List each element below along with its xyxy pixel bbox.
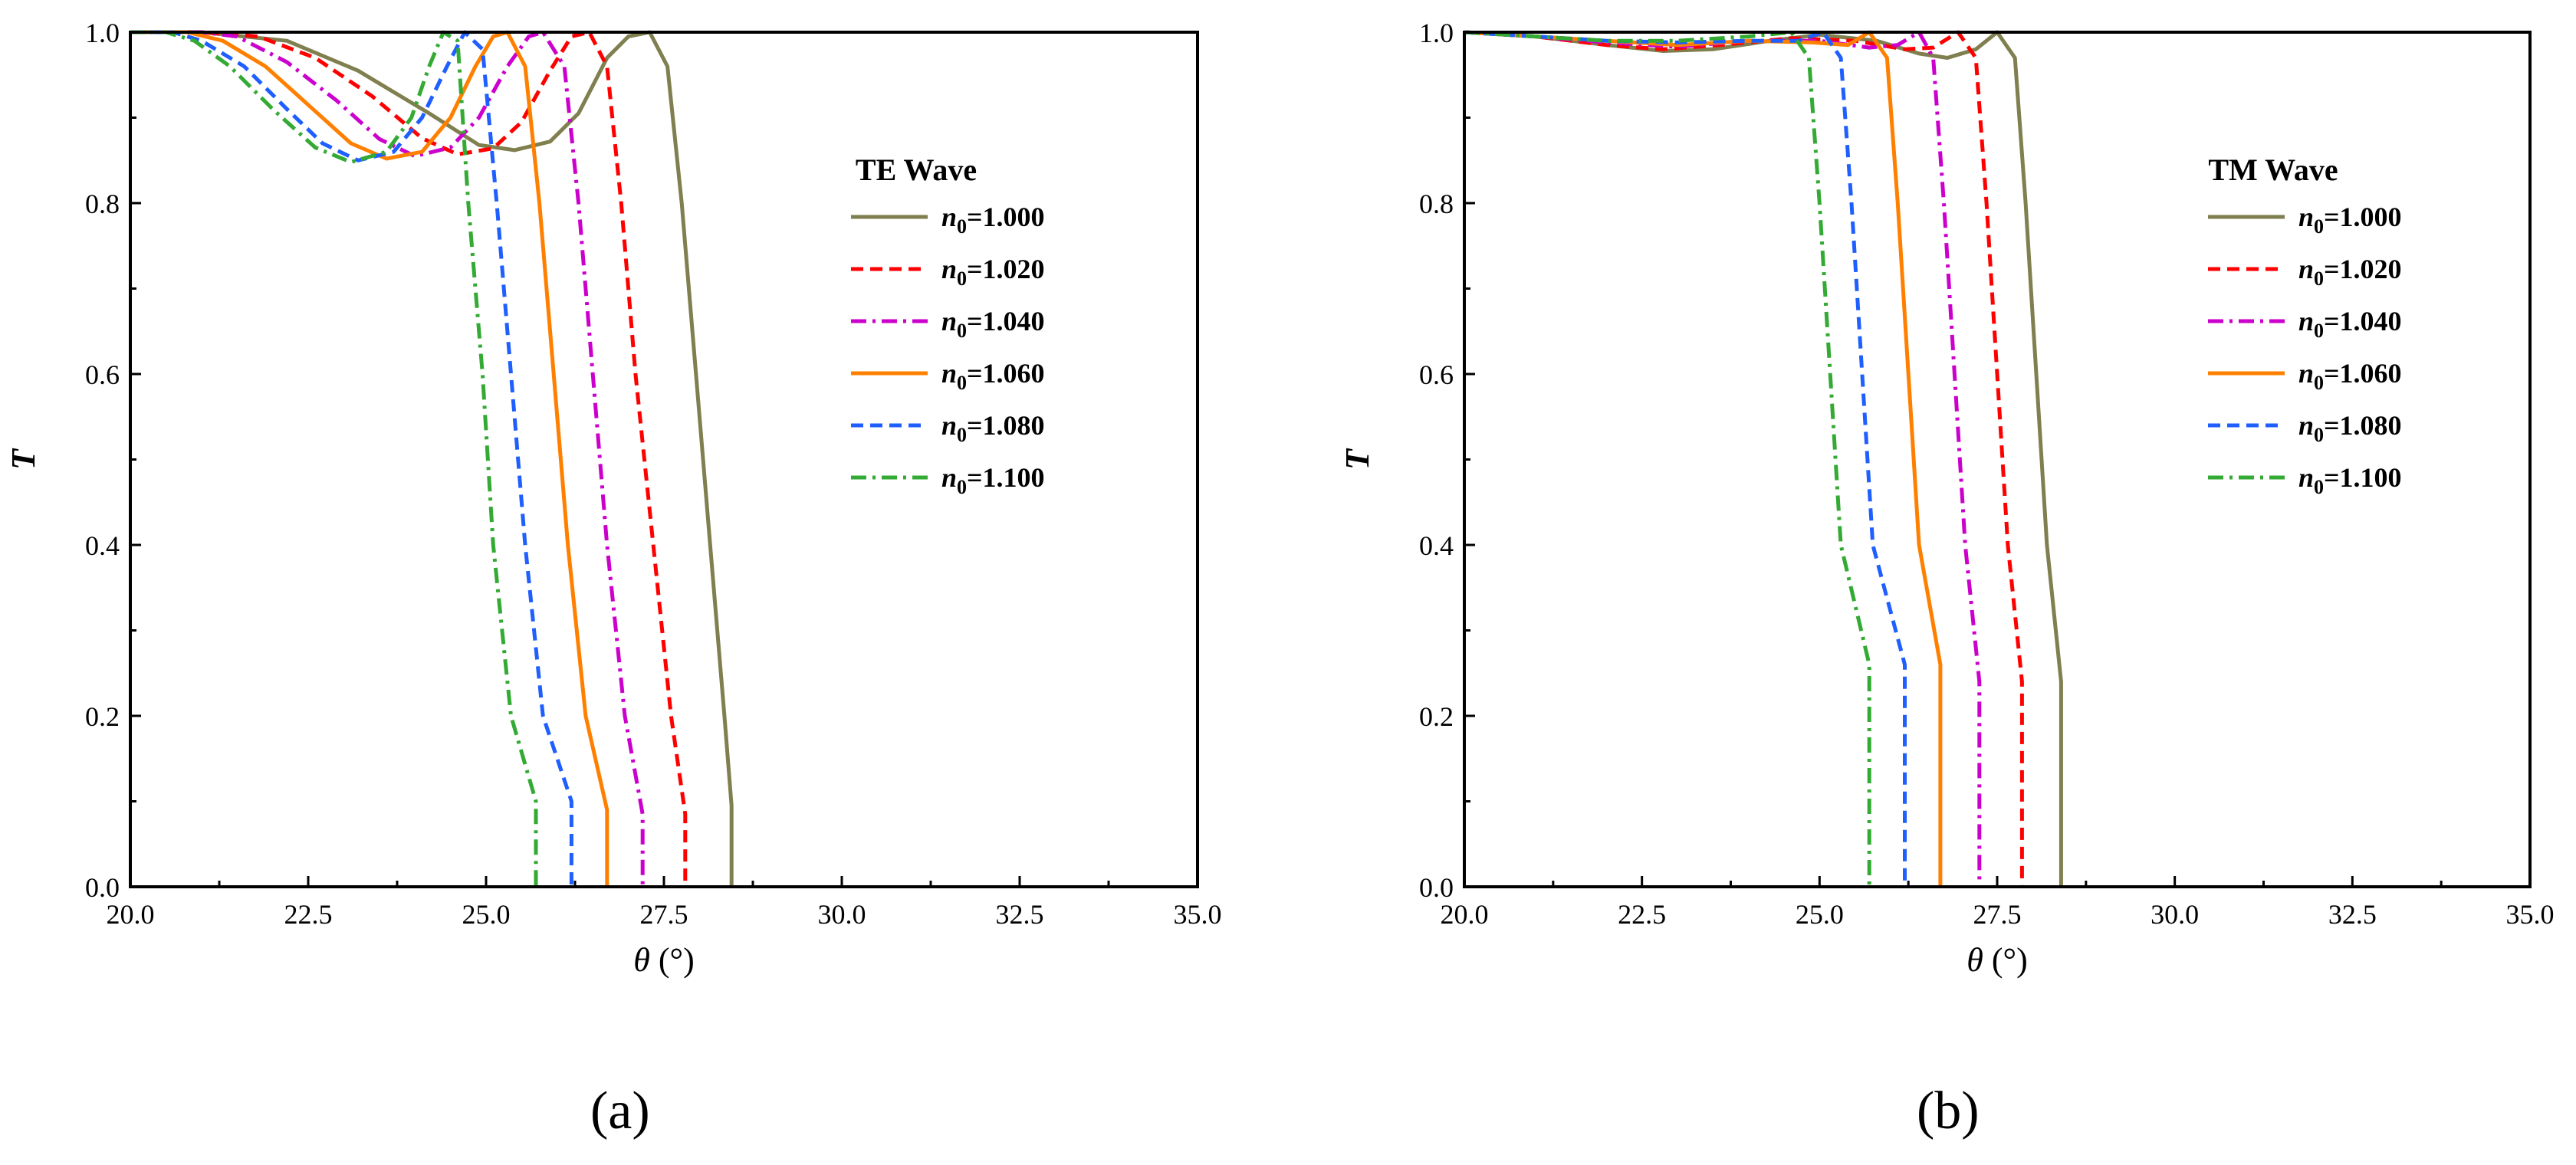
- x-axis-label: θ (°): [1967, 941, 2028, 979]
- y-tick-label: 0.0: [1419, 872, 1454, 903]
- series-line-n0=1.080: [1464, 30, 1907, 887]
- series-line-n0=1.100: [130, 30, 538, 887]
- legend-entry-label: n0=1.040: [941, 306, 1045, 342]
- series-line-n0=1.100: [1464, 30, 1871, 887]
- y-tick-label: 0.0: [85, 872, 120, 903]
- y-tick-label: 0.6: [85, 359, 120, 390]
- series-line-n0=1.060: [130, 30, 610, 887]
- legend-entry-label: n0=1.000: [941, 202, 1045, 238]
- legend-entry-label: n0=1.060: [2298, 358, 2402, 394]
- legend-entry-label: n0=1.040: [2298, 306, 2402, 342]
- x-tick-label: 25.0: [462, 899, 511, 930]
- x-tick-label: 27.5: [1973, 899, 2022, 930]
- x-axis-label: θ (°): [633, 941, 695, 979]
- x-tick-label: 20.0: [107, 899, 155, 930]
- panel-label-a: (a): [590, 1081, 650, 1140]
- legend-entry-label: n0=1.000: [2298, 202, 2402, 238]
- y-tick-label: 0.8: [1419, 189, 1454, 219]
- y-tick-label: 0.6: [1419, 359, 1454, 390]
- panel-label-b: (b): [1917, 1081, 1980, 1140]
- y-axis-label: T: [1339, 448, 1376, 470]
- y-tick-label: 0.4: [85, 530, 120, 561]
- chart-panel-b: 20.0 22.5 25.0 27.5 30.0 32.5 35.0 0.0 0.2 0.4 0.6…: [1339, 18, 2555, 979]
- legend-entry-label: n0=1.100: [941, 462, 1045, 498]
- legend-title: TE Wave: [856, 153, 977, 187]
- y-tick-label: 0.4: [1419, 530, 1454, 561]
- legend-entry-label: n0=1.080: [2298, 410, 2402, 446]
- x-tick-label: 27.5: [640, 899, 688, 930]
- x-tick-label: 30.0: [818, 899, 866, 930]
- x-axis-symbol: θ: [633, 941, 650, 979]
- series-line-n0=1.020: [1464, 30, 2024, 887]
- chart-panel-a: 20.0 22.5 25.0 27.5 30.0 32.5 35.0 0.0 0.2 0.4 0.6…: [5, 18, 1222, 979]
- series-line-n0=1.000: [1464, 30, 2063, 887]
- x-tick-label: 20.0: [1441, 899, 1489, 930]
- x-axis-unit: (°): [650, 941, 695, 979]
- y-tick-label: 0.2: [85, 701, 120, 732]
- legend-entry-label: n0=1.080: [941, 410, 1045, 446]
- legend-entry-label: n0=1.100: [2298, 462, 2402, 498]
- x-tick-label: 25.0: [1796, 899, 1844, 930]
- x-tick-label: 35.0: [1174, 899, 1222, 930]
- x-axis-unit: (°): [1983, 941, 2028, 979]
- y-tick-label: 1.0: [1419, 18, 1454, 48]
- series-line-n0=1.040: [130, 30, 645, 887]
- legend-entry-label: n0=1.020: [2298, 254, 2402, 290]
- legend-entry-label: n0=1.020: [941, 254, 1045, 290]
- legend-title: TM Wave: [2208, 153, 2338, 187]
- x-tick-label: 35.0: [2506, 899, 2555, 930]
- y-tick-label: 0.2: [1419, 701, 1454, 732]
- legend: TM Wave n0=1.000 n0=1.020 n0=1.040 n0=1.060 n…: [2208, 153, 2402, 498]
- x-tick-label: 32.5: [996, 899, 1044, 930]
- legend-entry-label: n0=1.060: [941, 358, 1045, 394]
- x-axis-symbol: θ: [1967, 941, 1983, 979]
- series-line-n0=1.040: [1464, 30, 1982, 887]
- y-tick-label: 1.0: [85, 18, 120, 48]
- x-tick-label: 32.5: [2328, 899, 2377, 930]
- y-axis-label: T: [5, 448, 42, 470]
- series-line-n0=1.020: [130, 30, 688, 887]
- series-line-n0=1.000: [130, 30, 734, 887]
- x-tick-label: 22.5: [1618, 899, 1666, 930]
- plot-frame: [129, 31, 1199, 888]
- series-line-n0=1.080: [130, 30, 573, 887]
- x-tick-label: 22.5: [284, 899, 333, 930]
- x-tick-label: 30.0: [2150, 899, 2199, 930]
- plot-frame: [1463, 31, 2532, 888]
- y-tick-label: 0.8: [85, 189, 120, 219]
- legend: TE Wave n0=1.000 n0=1.020 n0=1.040 n0=1.060 n…: [851, 153, 1045, 498]
